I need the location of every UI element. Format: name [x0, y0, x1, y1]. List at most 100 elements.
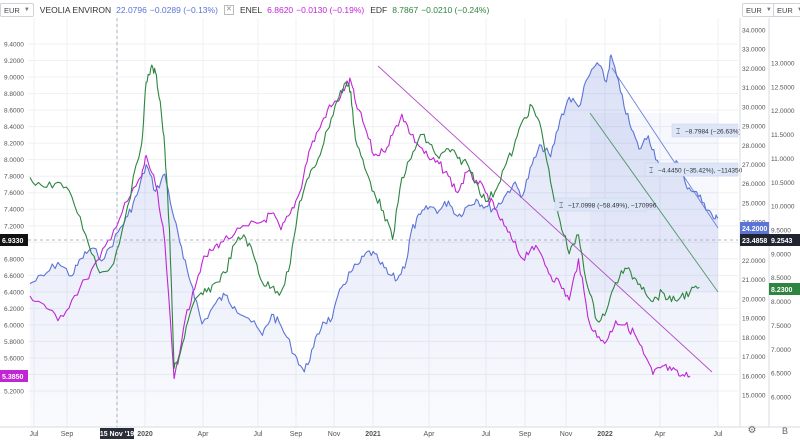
mid-axis-tick: 33.0000 — [742, 47, 766, 54]
series-lines — [29, 54, 719, 380]
right-axis-tick: 12.0000 — [771, 108, 795, 115]
left-axis-tick: 9.4000 — [4, 42, 24, 49]
left-axis-tick: 8.4000 — [4, 124, 24, 131]
crosshair-date-box — [100, 428, 134, 439]
mid-axis-tick: 30.0000 — [742, 104, 766, 111]
enel-trend-line — [377, 65, 713, 373]
legend-close-icon[interactable]: ✕ — [223, 5, 234, 15]
chevron-down-icon: ▼ — [765, 7, 772, 13]
left-axis-tick: 6.6000 — [4, 273, 24, 280]
x-tick-label: Jul — [714, 431, 723, 438]
edf-trend-line — [589, 112, 719, 293]
legend-edf-value: 8.7867 — [392, 5, 419, 15]
x-tick-label: 2021 — [365, 431, 381, 438]
left-axis-tick: 7.8000 — [4, 174, 24, 181]
right-axis-tick: 11.5000 — [771, 132, 794, 139]
x-tick-label: Apr — [655, 431, 667, 438]
left-axis-tick: 5.2000 — [4, 389, 24, 396]
annotations: ⌶ −8.7984 (−26.63%) ⌶ −4.4450 (−35.42%), −1… — [554, 123, 743, 212]
left-axis-tick: 8.8000 — [4, 91, 24, 98]
mid-axis-tick: 19.0000 — [742, 316, 766, 323]
right-currency-select[interactable]: EUR ▼ — [773, 3, 800, 17]
left-axis-tick: 7.6000 — [4, 190, 24, 197]
legend-bar: EUR ▼ VEOLIA ENVIRON 22.0796 −0.0289 (−0.… — [0, 2, 489, 18]
veolia-crosshair-tag: 23.4858 — [742, 238, 767, 245]
mid-axis-tick: 28.0000 — [742, 143, 766, 150]
right-axis-tick: 8.5000 — [771, 275, 791, 282]
annotation-enel-box — [554, 197, 647, 212]
edf-last-tag-bg — [769, 283, 800, 295]
annotation-enel-text: −17.0998 (−58.49%), −170996 — [568, 203, 657, 210]
left-currency-select[interactable]: EUR ▼ — [0, 3, 34, 17]
mid-axis-tick: 32.0000 — [742, 66, 766, 73]
veolia-last-tag-bg — [740, 222, 769, 234]
veolia-area-fill — [30, 55, 718, 427]
mid-axis-tick: 16.0000 — [742, 373, 766, 380]
x-tick-label: Apr — [424, 431, 436, 438]
time-mode-button[interactable]: B — [781, 426, 788, 436]
legend-veolia-change: −0.0289 (−0.13%) — [149, 5, 218, 15]
legend-veolia-symbol[interactable]: VEOLIA ENVIRON — [39, 5, 112, 15]
x-tick-label: Jul — [254, 431, 263, 438]
left-axis-tick: 8.2000 — [4, 141, 24, 148]
x-tick-label: 2020 — [137, 431, 153, 438]
legend-enel-symbol[interactable]: ENEL — [239, 5, 263, 15]
x-tick-label: Nov — [560, 431, 573, 438]
enel-last-tag-bg — [0, 370, 28, 382]
mid-axis-tick: 22.0000 — [742, 258, 766, 265]
right-axis-tick: 7.0000 — [771, 347, 791, 354]
x-tick-label: Sep — [290, 431, 303, 438]
right-axis-tick: 13.0000 — [771, 61, 795, 68]
mid-currency-select[interactable]: EUR ▼ — [742, 3, 776, 17]
right-axis-tick: 6.0000 — [771, 395, 791, 402]
right-currency-label: EUR — [777, 5, 793, 15]
left-axis-tick: 8.0000 — [4, 157, 24, 164]
enel-crosshair-tag: 6.9330 — [2, 238, 24, 245]
mid-axis-tick: 17.0000 — [742, 354, 766, 361]
x-tick-label: Jul — [482, 431, 491, 438]
enel-crosshair-tag-bg — [0, 234, 28, 246]
x-tick-label: 2022 — [597, 431, 613, 438]
left-axis-tick: 9.0000 — [4, 75, 24, 82]
mid-axis-tick: 26.0000 — [742, 181, 766, 188]
left-axis-tick: 5.6000 — [4, 355, 24, 362]
mid-currency-label: EUR — [746, 5, 762, 15]
x-tick-label: Nov — [328, 431, 341, 438]
left-axis-tick: 6.0000 — [4, 322, 24, 329]
left-axis-tick: 8.6000 — [4, 108, 24, 115]
x-tick-label: 15 Nov '19 — [100, 431, 134, 438]
right-axis-tick: 10.0000 — [771, 204, 795, 211]
x-tick-label: Sep — [61, 431, 74, 438]
edf-line — [29, 64, 700, 369]
mid-axis-tick: 18.0000 — [742, 335, 766, 342]
mid-axis-tick: 15.0000 — [742, 393, 766, 400]
annotation-edf-box — [644, 162, 739, 177]
right-axis-tick: 12.5000 — [771, 84, 795, 91]
legend-edf-change: −0.0210 (−0.24%) — [421, 5, 490, 15]
left-axis-tick: 7.4000 — [4, 207, 24, 214]
left-axis-tick: 6.2000 — [4, 306, 24, 313]
annotation-veolia-text: −8.7984 (−26.63%) — [685, 129, 741, 136]
legend-enel-value: 6.8620 — [267, 5, 294, 15]
axes: Jul Sep 15 Nov '19 2020 Apr Jul Sep Nov 2021 Apr J… — [0, 18, 800, 439]
left-axis-tick: 6.8000 — [4, 256, 24, 263]
measure-icon: ⌶ — [649, 168, 653, 175]
enel-line — [29, 77, 691, 380]
legend-edf-symbol[interactable]: EDF — [370, 5, 388, 15]
measure-icon: ⌶ — [559, 203, 563, 210]
veolia-line — [29, 54, 719, 373]
settings-button[interactable]: ⚙ — [747, 425, 757, 436]
left-currency-label: EUR — [4, 5, 20, 15]
enel-last-tag: 5.3850 — [2, 374, 24, 381]
mid-axis-tick: 20.0000 — [742, 296, 766, 303]
annotation-edf-text: −4.4450 (−35.42%), −114350 — [658, 168, 743, 175]
right-axis-tick: 11.0000 — [771, 156, 794, 163]
x-tick-label: Jul — [30, 431, 39, 438]
left-axis-tick: 9.2000 — [4, 58, 24, 65]
right-axis-tick: 6.5000 — [771, 371, 791, 378]
mid-axis-tick: 31.0000 — [742, 85, 766, 92]
right-axis-tick: 9.5000 — [771, 228, 791, 235]
legend-enel-change: −0.0130 (−0.19%) — [296, 5, 365, 15]
